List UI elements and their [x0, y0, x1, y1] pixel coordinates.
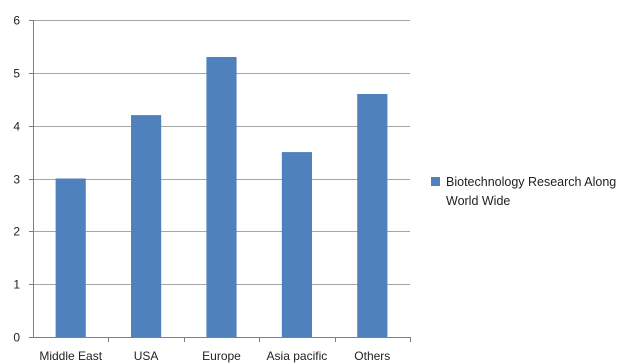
bar-usa [131, 115, 162, 337]
y-tick-label: 4 [13, 120, 20, 134]
legend: Biotechnology Research Along World Wide [431, 173, 626, 211]
x-category-labels: Middle East USA Europe Asia pacific Others [39, 349, 390, 363]
y-tick-label: 2 [13, 225, 20, 239]
legend-label: Biotechnology Research Along World Wide [446, 175, 617, 208]
x-category-label: Asia pacific [267, 349, 328, 363]
x-category-label: USA [134, 349, 159, 363]
bar-asia-pacific [281, 152, 312, 337]
legend-swatch [431, 177, 440, 186]
bar-others [357, 93, 388, 337]
bars [55, 56, 388, 337]
y-tick-label: 1 [13, 278, 20, 292]
y-tick-label: 3 [13, 173, 20, 187]
y-tick-labels: 0 1 2 3 4 5 6 [13, 14, 20, 345]
y-tick-label: 0 [13, 331, 20, 345]
y-tick-label: 6 [13, 14, 20, 28]
x-category-label: Others [354, 349, 390, 363]
bar-europe [206, 56, 237, 337]
x-category-label: Europe [202, 349, 241, 363]
axes [29, 20, 411, 342]
bar-middle-east [55, 178, 86, 337]
x-category-label: Middle East [39, 349, 102, 363]
y-tick-label: 5 [13, 67, 20, 81]
